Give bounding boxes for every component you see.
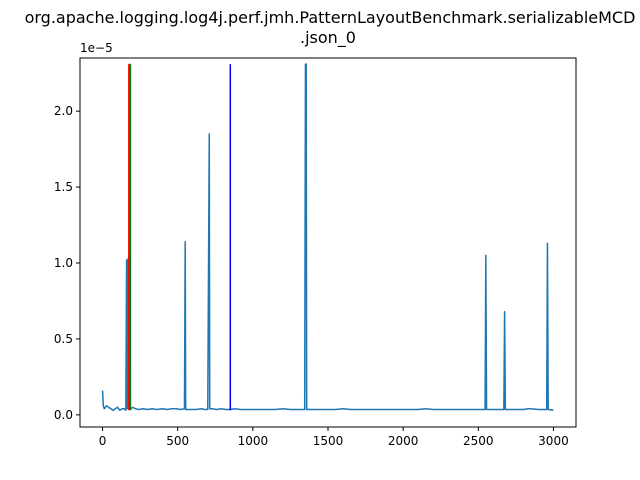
series-line-score (101, 63, 554, 412)
y-tick-label: 2.0 (54, 104, 73, 118)
plot-frame (79, 57, 577, 428)
y-tick-label: 0.0 (54, 408, 73, 422)
x-tick-label: 1500 (313, 434, 344, 448)
plot-area (101, 63, 554, 412)
y-axis-multiplier: 1e−5 (80, 41, 113, 55)
x-tick-label: 0 (99, 434, 107, 448)
axis-ticks: 0 500 1000 1500 2000 2500 3000 0.0 0.5 1.0 1.5 2.0 (54, 104, 569, 448)
x-tick-label: 2000 (388, 434, 419, 448)
x-tick-label: 3000 (538, 434, 569, 448)
y-tick-label: 1.5 (54, 180, 73, 194)
x-tick-label: 1000 (238, 434, 269, 448)
y-tick-label: 0.5 (54, 332, 73, 346)
x-tick-label: 500 (166, 434, 189, 448)
chart-title-line-1: org.apache.logging.log4j.perf.jmh.Patter… (25, 8, 636, 27)
x-tick-label: 2500 (463, 434, 494, 448)
chart-title-line-2: .json_0 (300, 28, 356, 48)
y-tick-label: 1.0 (54, 256, 73, 270)
